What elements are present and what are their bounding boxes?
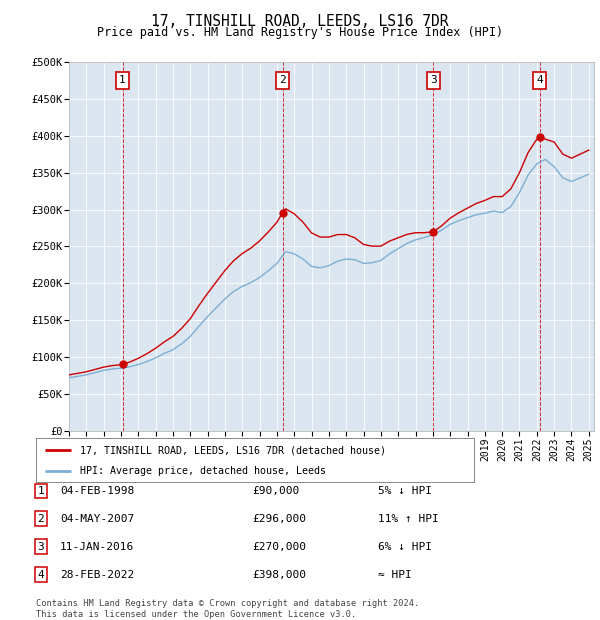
Text: 3: 3 — [430, 76, 437, 86]
Text: £398,000: £398,000 — [252, 570, 306, 580]
Text: 3: 3 — [37, 542, 44, 552]
Text: 5% ↓ HPI: 5% ↓ HPI — [378, 486, 432, 496]
Text: £90,000: £90,000 — [252, 486, 299, 496]
Text: 1: 1 — [119, 76, 126, 86]
Text: 11-JAN-2016: 11-JAN-2016 — [60, 542, 134, 552]
Text: 2: 2 — [37, 514, 44, 524]
Text: 28-FEB-2022: 28-FEB-2022 — [60, 570, 134, 580]
Text: 1: 1 — [37, 486, 44, 496]
Text: £270,000: £270,000 — [252, 542, 306, 552]
Text: £296,000: £296,000 — [252, 514, 306, 524]
Text: 04-MAY-2007: 04-MAY-2007 — [60, 514, 134, 524]
Text: Price paid vs. HM Land Registry's House Price Index (HPI): Price paid vs. HM Land Registry's House … — [97, 26, 503, 39]
Text: 6% ↓ HPI: 6% ↓ HPI — [378, 542, 432, 552]
Text: 17, TINSHILL ROAD, LEEDS, LS16 7DR: 17, TINSHILL ROAD, LEEDS, LS16 7DR — [151, 14, 449, 29]
Text: ≈ HPI: ≈ HPI — [378, 570, 412, 580]
Text: 4: 4 — [536, 76, 543, 86]
Text: 17, TINSHILL ROAD, LEEDS, LS16 7DR (detached house): 17, TINSHILL ROAD, LEEDS, LS16 7DR (deta… — [80, 445, 386, 455]
Text: 04-FEB-1998: 04-FEB-1998 — [60, 486, 134, 496]
Text: 11% ↑ HPI: 11% ↑ HPI — [378, 514, 439, 524]
Text: Contains HM Land Registry data © Crown copyright and database right 2024.
This d: Contains HM Land Registry data © Crown c… — [36, 600, 419, 619]
Text: HPI: Average price, detached house, Leeds: HPI: Average price, detached house, Leed… — [80, 466, 326, 476]
Text: 2: 2 — [279, 76, 286, 86]
Text: 4: 4 — [37, 570, 44, 580]
